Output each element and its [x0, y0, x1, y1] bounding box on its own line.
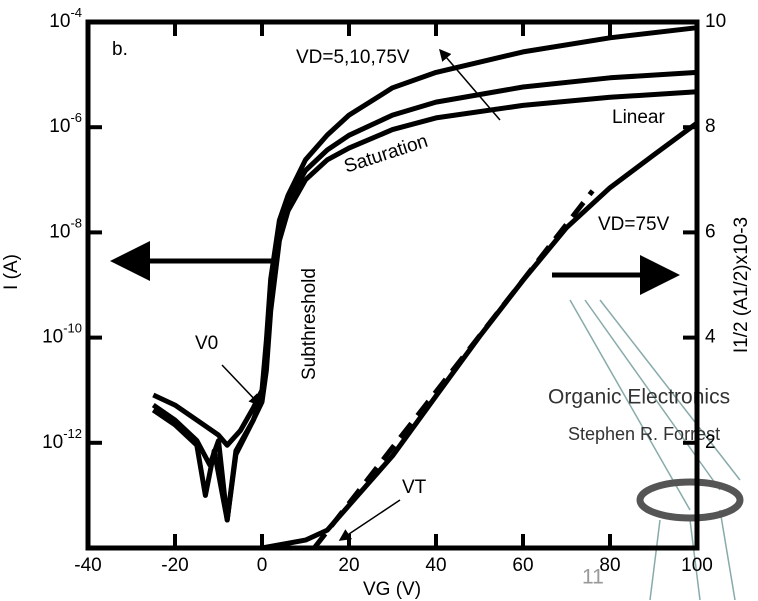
x-tick-label: -20: [161, 555, 188, 576]
plot-frame: [88, 22, 697, 548]
chart: b. VD=5,10,75V Saturation Subthreshold L…: [0, 0, 758, 601]
series-line: [153, 92, 697, 520]
panel-label: b.: [112, 39, 128, 60]
annotation: VD=5,10,75V: [296, 47, 410, 68]
y-tick-label: 10-6: [49, 111, 82, 138]
x-tick-label: 20: [338, 555, 359, 576]
annotation: Subthreshold: [299, 268, 320, 380]
y2-tick-label: 6: [705, 221, 716, 242]
y2-tick-label: 8: [705, 116, 716, 137]
y-tick-label: 10-12: [42, 426, 82, 453]
annotation: VT: [402, 477, 427, 498]
annotation: VD=75V: [598, 214, 670, 235]
arrow: [222, 365, 260, 405]
annotation: V0: [195, 333, 218, 354]
y-tick-label: 10-8: [49, 216, 82, 243]
annotation: Saturation: [342, 131, 431, 178]
watermark-title: Organic Electronics: [548, 386, 730, 409]
x-axis-label: VG (V): [363, 579, 421, 600]
y-axis-label: I (A): [1, 254, 22, 290]
y2-axis-label: I1/2 (A1/2)x10-3: [731, 217, 752, 353]
x-tick-label: 40: [425, 555, 446, 576]
y2-tick-label: 4: [705, 327, 716, 348]
y2-tick-label: 2: [705, 432, 716, 453]
y2-tick-label: 10: [705, 11, 726, 32]
page: {"chart_data": { "type": "line", "panel_…: [0, 0, 758, 601]
x-tick-label: -40: [74, 555, 101, 576]
y-tick-label: 10-4: [49, 5, 82, 32]
x-tick-label: 100: [681, 555, 713, 576]
x-tick-label: 60: [512, 555, 533, 576]
x-tick-label: 0: [257, 555, 268, 576]
y-tick-label: 10-10: [42, 321, 82, 348]
annotation: Linear: [612, 107, 665, 128]
x-tick-label: 80: [599, 555, 620, 576]
series-line: [153, 28, 697, 446]
